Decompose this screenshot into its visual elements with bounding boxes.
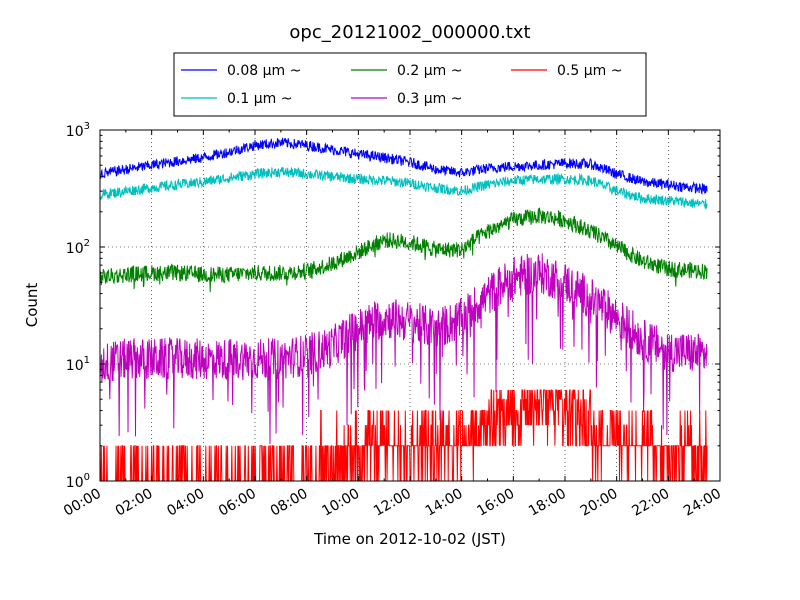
legend-frame (173, 52, 647, 117)
chart-title: opc_20121002_000000.txt (289, 22, 530, 43)
plot-area: 00:00 02:00 04:00 06:00 08:00 10:00 12:00 14:00… (61, 121, 724, 520)
y-axis-label: Count (23, 283, 41, 328)
legend-label: 0.2 μm ~ (397, 63, 462, 79)
legend-label: 0.08 μm ~ (227, 63, 301, 79)
series-line-0-08-m (99, 137, 708, 196)
x-axis-label: Time on 2012-10-02 (JST) (313, 530, 506, 548)
series-line-0-1-m (99, 166, 708, 210)
series-line-0-3-m (99, 253, 708, 445)
legend-label: 0.1 μm ~ (227, 91, 292, 107)
legend-label: 0.3 μm ~ (397, 91, 462, 107)
series-line-0-2-m (99, 207, 708, 293)
legend: 0.08 μm ~ 0.1 μm ~ 0.2 μm ~ 0.3 μm ~ 0.5 μm … (173, 52, 647, 117)
legend-label: 0.5 μm ~ (557, 63, 622, 79)
